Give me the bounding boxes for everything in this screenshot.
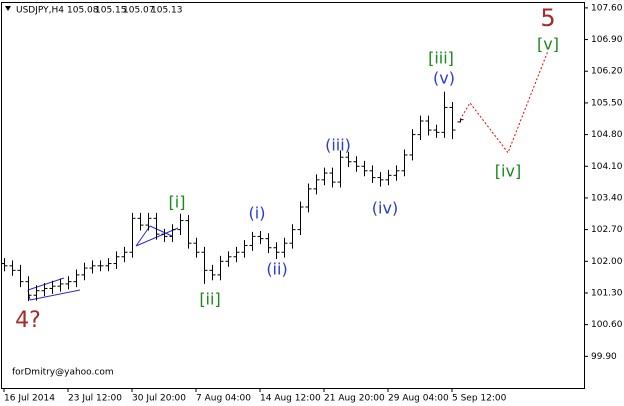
x-tick-label: 16 Jul 2014	[4, 394, 55, 404]
x-tick-label: 23 Jul 12:00	[68, 394, 122, 404]
quote-open: 105.08	[67, 6, 99, 16]
y-tick-label: 107.60	[591, 3, 623, 13]
quote-low: 105.07	[123, 6, 155, 16]
projection-line	[459, 50, 549, 154]
x-tick-label: 29 Aug 04:00	[388, 394, 449, 404]
title-bar: USDJPY,H4 105.08 105.15 105.07 105.13	[5, 6, 183, 16]
wave-label: [iv]	[495, 162, 521, 181]
y-tick-label: 99.90	[591, 352, 617, 362]
y-tick-label: 106.90	[591, 35, 623, 45]
x-tick-label: 30 Jul 20:00	[132, 394, 186, 404]
watermark: forDmitry@yahoo.com	[12, 368, 114, 378]
wave-label: [ii]	[199, 290, 220, 309]
y-tick-label: 104.10	[591, 162, 623, 172]
wave-label: (iv)	[372, 199, 398, 218]
wave-label: 4?	[15, 308, 41, 333]
wave-label: [i]	[169, 193, 186, 212]
symbol: USDJPY,H4	[16, 6, 64, 16]
wave-label: (v)	[433, 69, 455, 88]
x-tick-label: 14 Aug 12:00	[260, 394, 321, 404]
y-tick-label: 105.50	[591, 98, 623, 108]
x-tick-label: 7 Aug 04:00	[196, 394, 251, 404]
plot-frame	[1, 2, 585, 389]
y-tick-label: 102.70	[591, 225, 623, 235]
x-tick-label: 5 Sep 12:00	[452, 394, 507, 404]
y-tick-label: 104.80	[591, 130, 623, 140]
wave-label: [iii]	[428, 49, 454, 68]
quote-high: 105.15	[95, 6, 127, 16]
wave-label: (i)	[249, 204, 266, 223]
wave-label: (ii)	[266, 260, 287, 279]
y-tick-label: 103.40	[591, 193, 623, 203]
wave-label: [v]	[537, 35, 559, 54]
y-tick-label: 100.60	[591, 320, 623, 330]
x-tick-label: 21 Aug 20:00	[324, 394, 385, 404]
wave-label: (iii)	[325, 136, 351, 155]
quote-close: 105.13	[151, 6, 183, 16]
y-tick-label: 106.20	[591, 67, 623, 77]
dropdown-icon	[5, 6, 11, 11]
y-tick-label: 102.00	[591, 257, 623, 267]
y-tick-label: 101.30	[591, 288, 623, 298]
wave-label: 5	[540, 4, 555, 32]
